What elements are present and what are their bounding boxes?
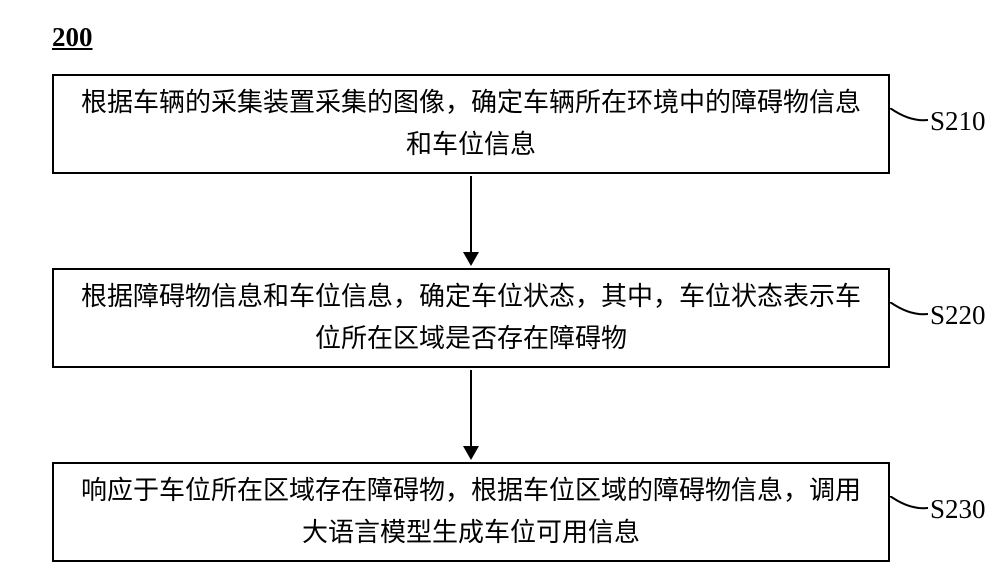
flow-step-s220: 根据障碍物信息和车位信息，确定车位状态，其中，车位状态表示车位所在区域是否存在障…	[52, 268, 890, 368]
step-label-s220: S220	[930, 300, 986, 331]
label-curve-s210	[890, 108, 928, 142]
label-curve-s220	[890, 302, 928, 336]
arrow-s220-s230	[463, 370, 479, 462]
flow-step-text: 根据障碍物信息和车位信息，确定车位状态，其中，车位状态表示车位所在区域是否存在障…	[74, 276, 868, 359]
flow-step-text: 响应于车位所在区域存在障碍物，根据车位区域的障碍物信息，调用大语言模型生成车位可…	[74, 470, 868, 553]
step-label-s210: S210	[930, 106, 986, 137]
flow-step-text: 根据车辆的采集装置采集的图像，确定车辆所在环境中的障碍物信息和车位信息	[74, 82, 868, 165]
step-label-s230: S230	[930, 494, 986, 525]
flow-step-s230: 响应于车位所在区域存在障碍物，根据车位区域的障碍物信息，调用大语言模型生成车位可…	[52, 462, 890, 562]
figure-number: 200	[52, 22, 93, 53]
arrow-s210-s220	[463, 176, 479, 268]
flow-step-s210: 根据车辆的采集装置采集的图像，确定车辆所在环境中的障碍物信息和车位信息	[52, 74, 890, 174]
label-curve-s230	[890, 496, 928, 530]
